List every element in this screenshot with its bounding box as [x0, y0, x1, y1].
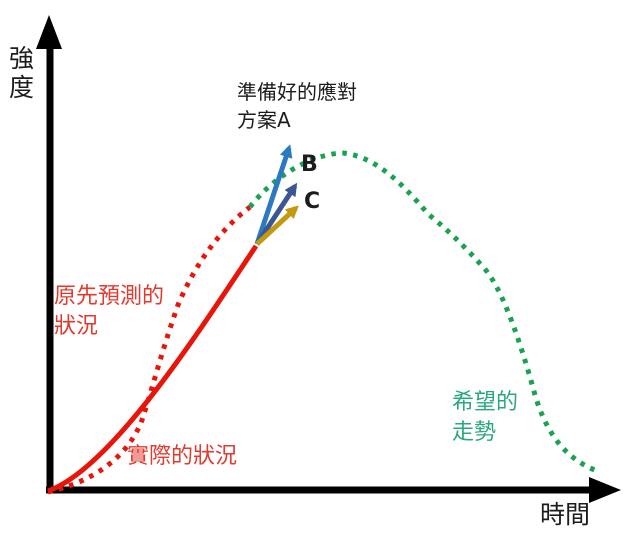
actual-curve — [47, 244, 259, 494]
prepared-plans-label: 準備好的應對 方案A — [237, 78, 357, 134]
y-axis-arrowhead — [36, 15, 62, 49]
hoped-curve — [248, 150, 601, 475]
x-axis-arrowhead — [589, 477, 621, 503]
plan-b-label: B — [301, 152, 318, 177]
plan-a-arrow — [254, 144, 293, 245]
predicted-situation-line1: 原先預測的 — [54, 284, 165, 309]
hoped-trend-line1: 希望的 — [452, 390, 519, 415]
prepared-plans-line1: 準備好的應對 — [237, 80, 357, 104]
x-axis-label: 時間 — [540, 500, 591, 529]
hoped-trend-label: 希望的 走勢 — [452, 388, 518, 448]
predicted-curve — [47, 205, 252, 495]
prepared-plans-line2: 方案A — [237, 108, 291, 132]
predicted-situation-line2: 狀況 — [54, 314, 99, 339]
actual-situation-label: 實際的狀況 — [127, 444, 238, 469]
plan-b-arrow — [254, 182, 298, 246]
plan-c-label: C — [304, 189, 321, 214]
hoped-trend-line2: 走勢 — [452, 420, 497, 445]
y-axis-label: 強度 — [9, 44, 35, 102]
plan-c-arrow — [255, 205, 299, 246]
predicted-situation-label: 原先預測的 狀況 — [54, 282, 164, 342]
